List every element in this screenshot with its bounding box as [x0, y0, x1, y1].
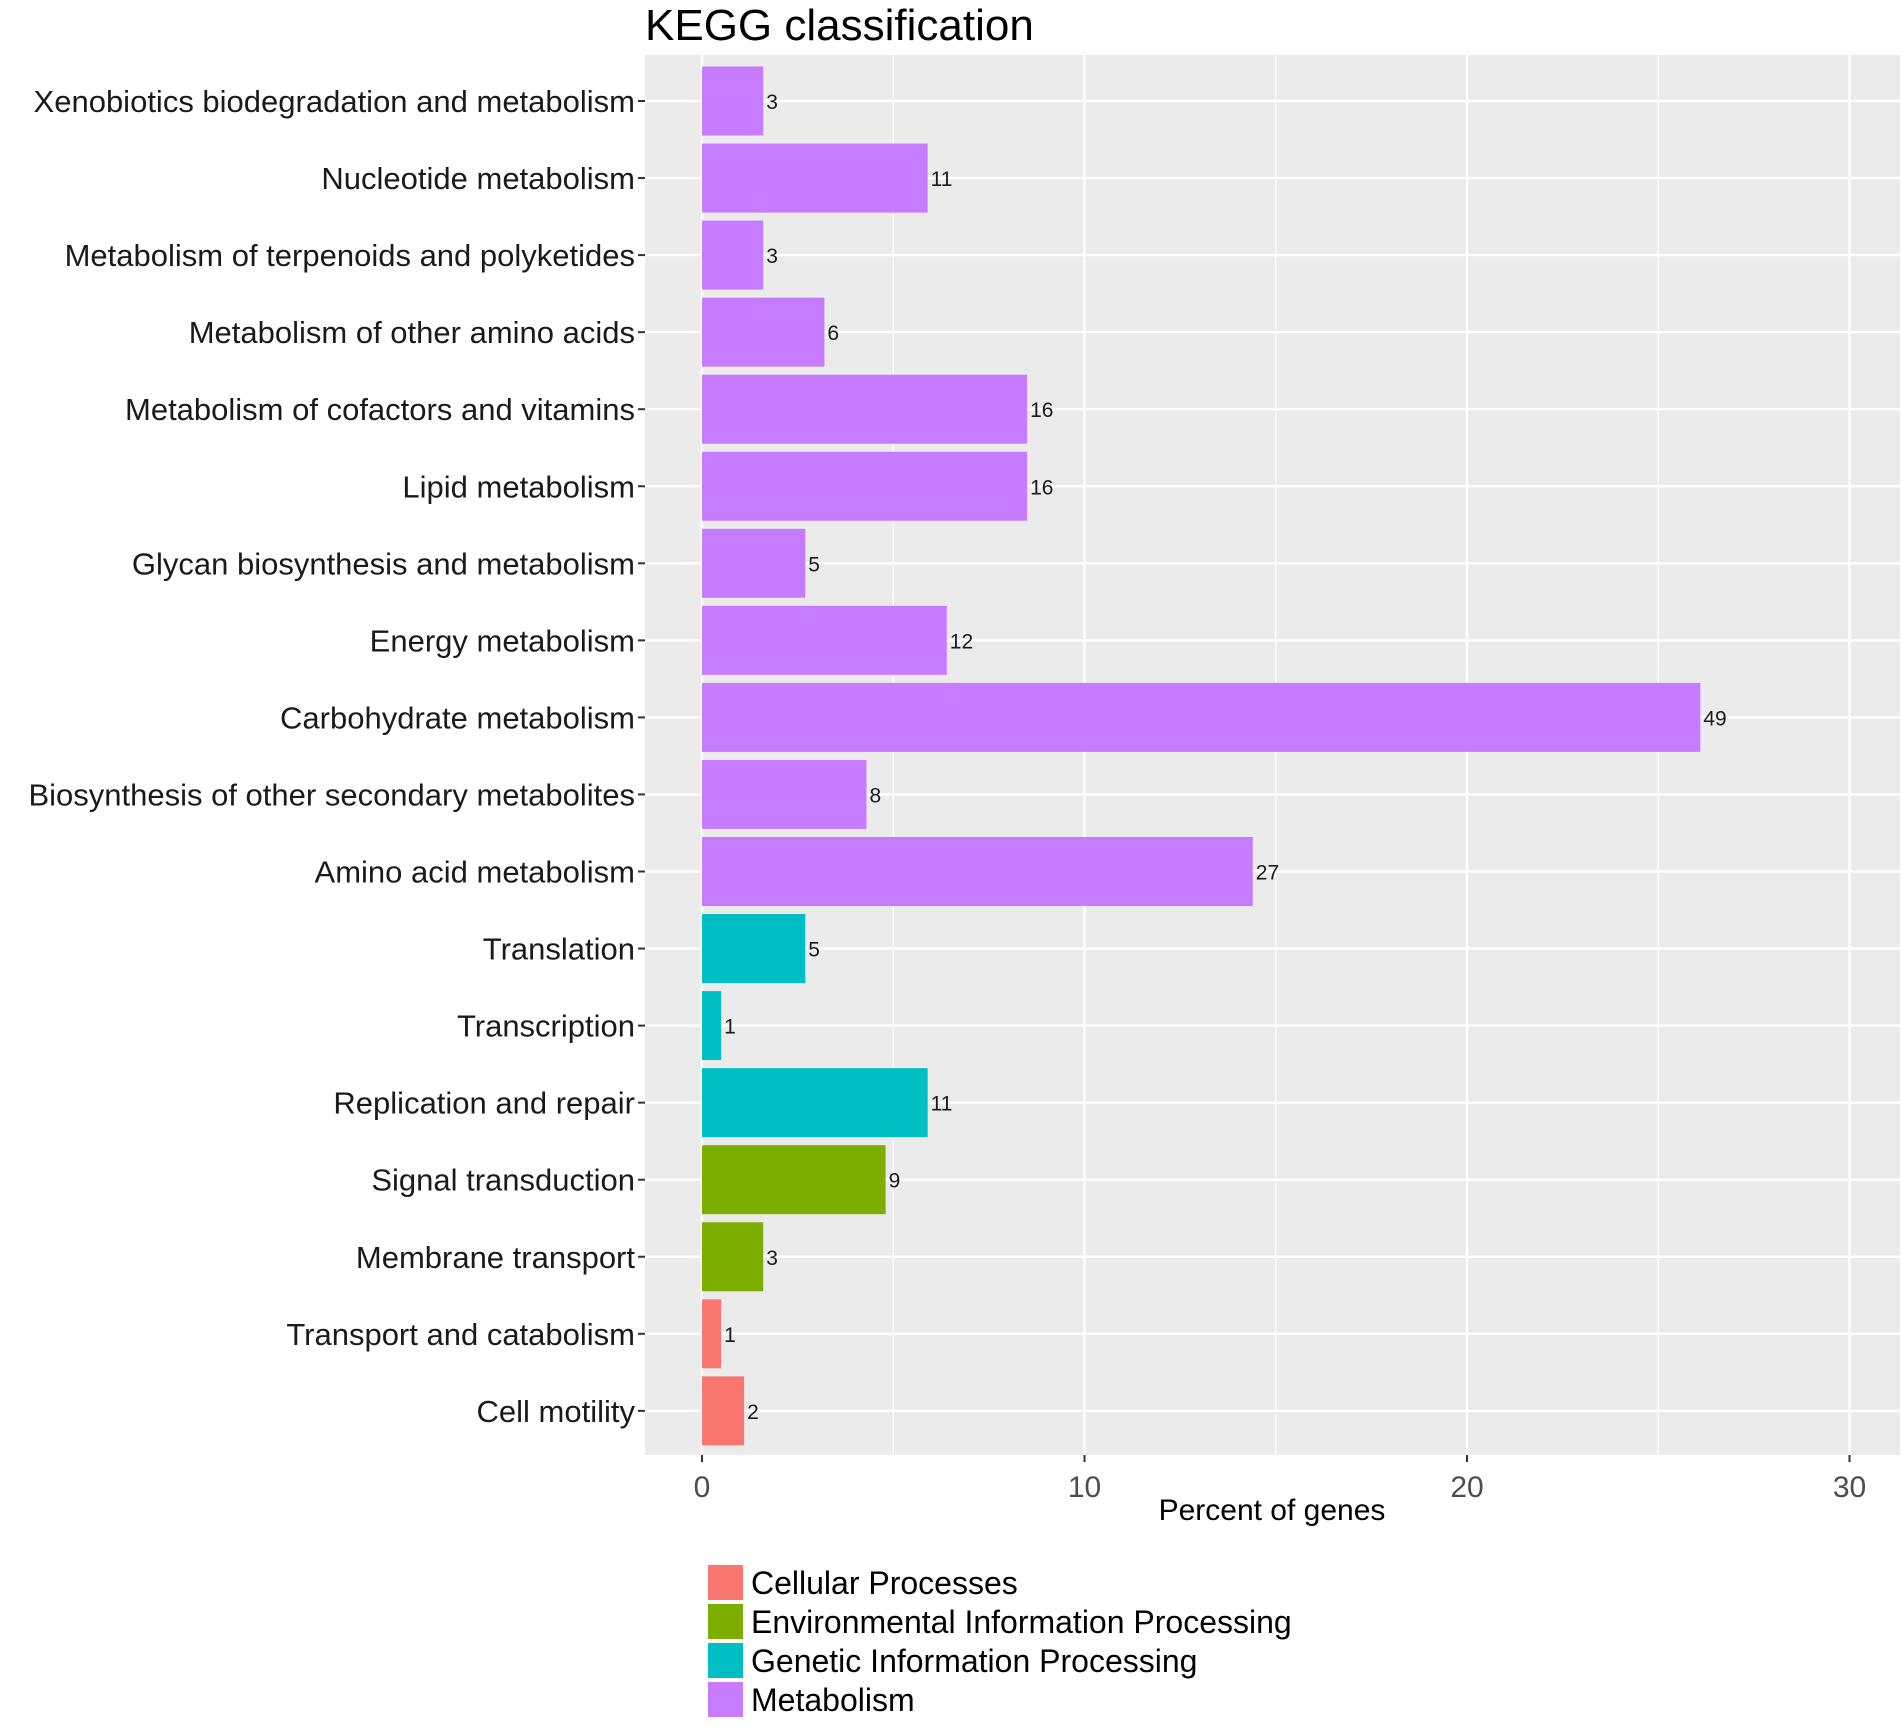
- category-label: Glycan biosynthesis and metabolism: [132, 546, 635, 581]
- bar-value-label: 6: [827, 322, 839, 345]
- legend-label: Cellular Processes: [751, 1565, 1018, 1601]
- x-tick-label: 30: [1833, 1471, 1866, 1504]
- x-tick-label: 10: [1068, 1471, 1101, 1504]
- x-axis-title: Percent of genes: [1159, 1494, 1386, 1527]
- bar: [702, 837, 1253, 906]
- bar-value-label: 27: [1256, 862, 1279, 885]
- legend-label: Genetic Information Processing: [751, 1643, 1197, 1679]
- bar-value-label: 5: [808, 553, 820, 576]
- bar: [702, 682, 1701, 752]
- category-label: Cell motility: [477, 1394, 636, 1429]
- category-label: Nucleotide metabolism: [321, 161, 635, 196]
- bar: [702, 528, 806, 598]
- x-tick-label: 0: [694, 1471, 711, 1504]
- category-label: Replication and repair: [333, 1086, 635, 1121]
- bar-value-label: 1: [724, 1324, 736, 1347]
- category-labels: Xenobiotics biodegradation and metabolis…: [28, 84, 645, 1429]
- category-label: Lipid metabolism: [402, 469, 635, 504]
- bar-value-label: 3: [766, 245, 778, 268]
- bar: [702, 605, 947, 675]
- bar: [702, 143, 928, 213]
- bar-value-label: 9: [889, 1170, 901, 1193]
- legend-label: Metabolism: [751, 1682, 915, 1718]
- bar: [702, 1222, 764, 1292]
- category-label: Membrane transport: [356, 1240, 636, 1275]
- legend-swatch: [708, 1604, 743, 1639]
- category-label: Energy metabolism: [370, 623, 635, 658]
- bar-value-label: 16: [1030, 476, 1053, 499]
- legend-swatch: [708, 1565, 743, 1600]
- bar-value-label: 3: [766, 91, 778, 114]
- bar: [702, 451, 1028, 521]
- bar-value-label: 2: [747, 1401, 759, 1424]
- bar: [702, 1299, 722, 1369]
- category-label: Transcription: [457, 1009, 635, 1044]
- legend-swatch: [708, 1682, 743, 1717]
- bar-value-label: 3: [766, 1247, 778, 1270]
- bar-value-label: 49: [1703, 707, 1726, 730]
- x-tick-label: 20: [1450, 1471, 1483, 1504]
- category-label: Metabolism of cofactors and vitamins: [125, 392, 635, 427]
- category-label: Translation: [483, 932, 635, 967]
- x-axis-ticks: 0 10 20 30: [694, 1455, 1866, 1504]
- category-label: Biosynthesis of other secondary metaboli…: [28, 777, 635, 812]
- bar: [702, 1376, 745, 1446]
- bar-value-label: 16: [1030, 399, 1053, 422]
- bar-value-label: 8: [869, 784, 881, 807]
- bar-value-label: 12: [950, 630, 973, 653]
- legend-label: Environmental Information Processing: [751, 1604, 1292, 1640]
- bar: [702, 991, 722, 1061]
- legend-swatch: [708, 1643, 743, 1678]
- bars: [702, 66, 1701, 1446]
- bar: [702, 1145, 886, 1215]
- bar-value-label: 11: [931, 1093, 953, 1116]
- bar: [702, 374, 1028, 444]
- category-label: Transport and catabolism: [286, 1317, 635, 1352]
- category-label: Signal transduction: [371, 1163, 635, 1198]
- bar-value-label: 5: [808, 939, 820, 962]
- bar: [702, 759, 867, 829]
- bar: [702, 914, 806, 984]
- bar: [702, 66, 764, 136]
- category-label: Amino acid metabolism: [315, 855, 635, 890]
- category-label: Metabolism of terpenoids and polyketides: [65, 238, 635, 273]
- bar: [702, 297, 825, 367]
- chart-title: KEGG classification: [645, 1, 1034, 50]
- category-label: Metabolism of other amino acids: [189, 315, 635, 350]
- bar-value-label: 1: [724, 1016, 736, 1039]
- bar-value-label: 11: [931, 168, 953, 191]
- bar: [702, 220, 764, 290]
- category-label: Carbohydrate metabolism: [280, 700, 635, 735]
- bar: [702, 1068, 928, 1138]
- category-label: Xenobiotics biodegradation and metabolis…: [34, 84, 635, 119]
- plot-panel: [645, 55, 1900, 1455]
